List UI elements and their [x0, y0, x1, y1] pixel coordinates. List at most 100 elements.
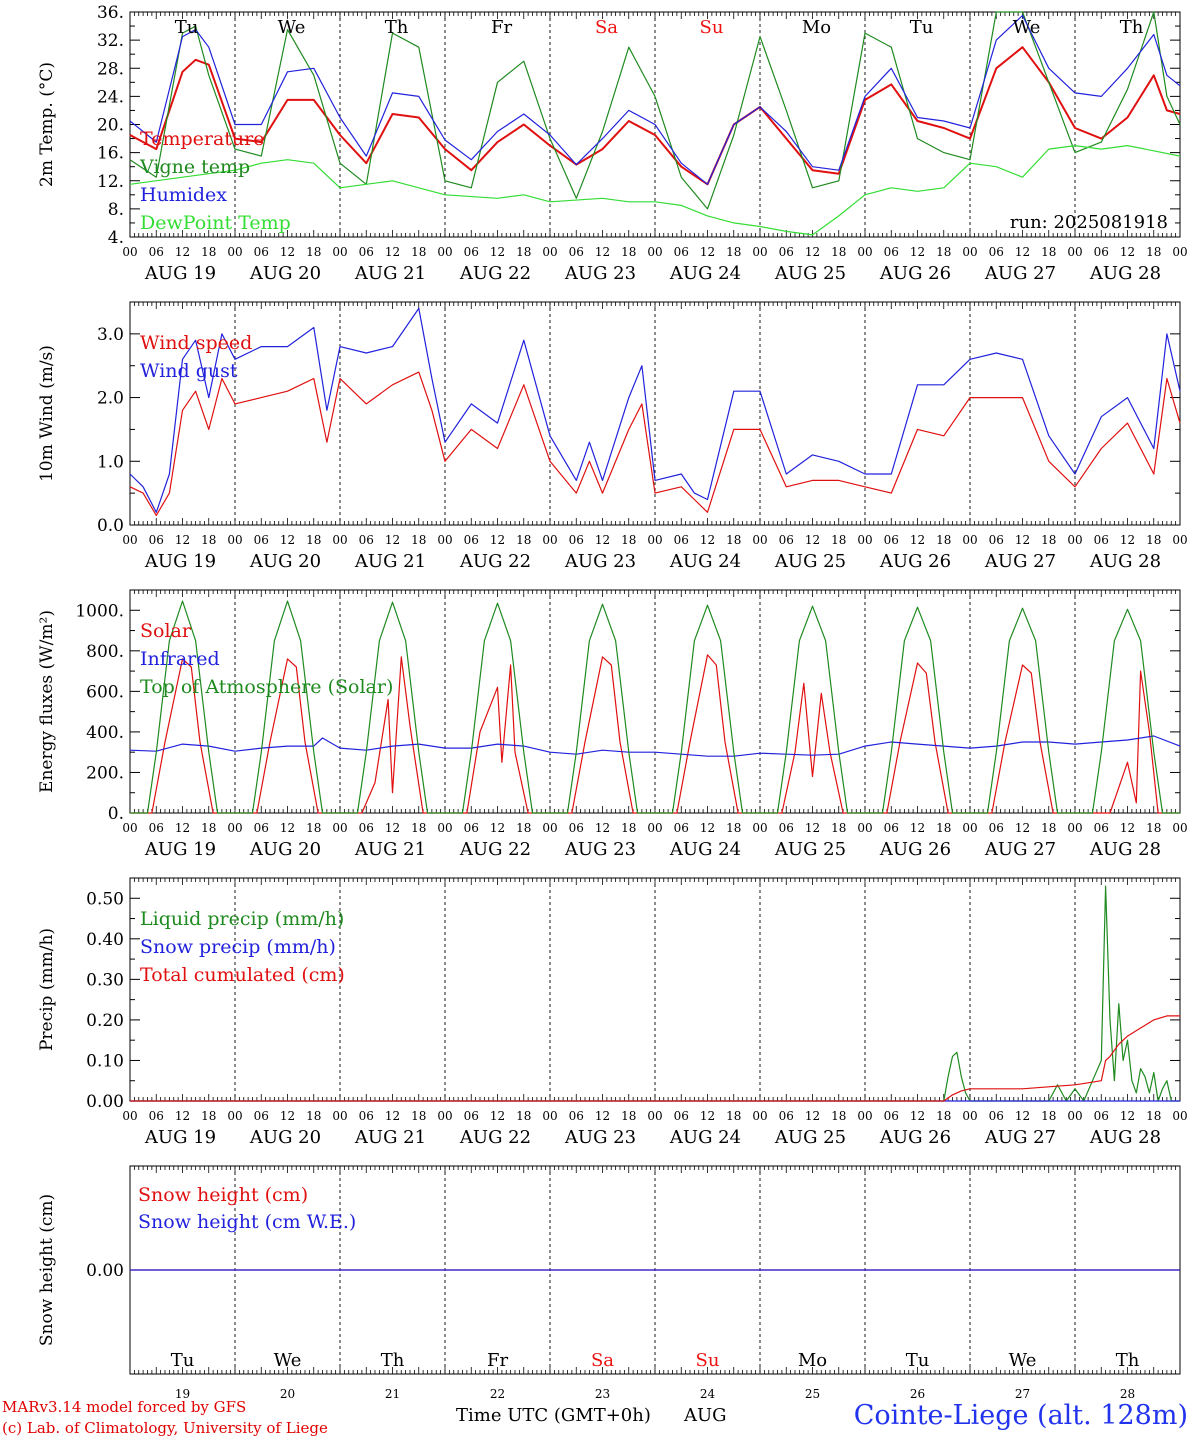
hour-label: 12 — [1120, 533, 1135, 547]
hour-label: 12 — [700, 821, 715, 835]
x-axis-title: Time UTC (GMT+0h) — [456, 1405, 651, 1426]
day-number: 19 — [175, 1387, 190, 1401]
hour-label: 06 — [779, 1109, 794, 1123]
day-label: AUG 28 — [1089, 263, 1161, 284]
y-tick-label: 1.0 — [97, 452, 124, 472]
station-name: Cointe-Liege (alt. 128m) — [853, 1400, 1188, 1431]
day-label: AUG 21 — [354, 839, 426, 860]
series-line-total-cumulated-cm- — [130, 1015, 1180, 1102]
day-label: AUG 27 — [984, 551, 1056, 572]
hour-label: 12 — [700, 245, 715, 259]
hour-label: 12 — [490, 533, 505, 547]
day-label: AUG 19 — [144, 839, 216, 860]
hour-label: 12 — [595, 245, 610, 259]
weekday-label-bottom: Tu — [171, 1350, 195, 1371]
hour-label: 06 — [254, 1109, 269, 1123]
legend-entry: Liquid precip (mm/h) — [140, 908, 344, 930]
hour-label: 06 — [254, 821, 269, 835]
series-line-wind-speed — [129, 371, 1181, 517]
legend-entry: Wind speed — [140, 332, 252, 354]
hour-label: 18 — [1146, 821, 1161, 835]
weekday-label: Fr — [491, 17, 512, 38]
y-tick-label: 36. — [97, 3, 124, 23]
day-number: 20 — [280, 1387, 295, 1401]
y-tick-label: 0.0 — [97, 516, 124, 536]
weekday-label-bottom: Sa — [591, 1350, 614, 1371]
y-axis-title: Energy fluxes (W/m²) — [37, 610, 57, 793]
hour-label: 18 — [621, 533, 636, 547]
hour-label: 18 — [201, 245, 216, 259]
hour-label: 18 — [201, 821, 216, 835]
legend-entry: Snow height (cm) — [138, 1184, 308, 1206]
hour-label: 12 — [910, 533, 925, 547]
hour-label: 18 — [1041, 245, 1056, 259]
hour-label: 12 — [805, 533, 820, 547]
weekday-label-bottom: Tu — [906, 1350, 930, 1371]
hour-label: 06 — [1094, 1109, 1109, 1123]
hour-label: 06 — [149, 533, 164, 547]
hour-label: 18 — [936, 533, 951, 547]
hour-label: 06 — [464, 1109, 479, 1123]
hour-label: 12 — [1015, 1109, 1030, 1123]
day-label: AUG 26 — [879, 551, 951, 572]
y-tick-label: 16. — [97, 144, 124, 164]
weekday-label: Tu — [175, 17, 199, 38]
hour-label: 12 — [1015, 245, 1030, 259]
hour-label: 12 — [385, 821, 400, 835]
y-axis-title: Snow height (cm) — [37, 1194, 57, 1346]
y-tick-label: 0.10 — [86, 1051, 124, 1071]
hour-label: 06 — [884, 1109, 899, 1123]
hour-label: 06 — [149, 821, 164, 835]
weekday-label: Th — [385, 17, 409, 38]
hour-label: 06 — [254, 533, 269, 547]
y-tick-label: 4. — [108, 228, 124, 248]
legend-entry: Infrared — [140, 648, 220, 670]
hour-label: 00 — [752, 1109, 767, 1123]
hour-label: 06 — [884, 821, 899, 835]
y-tick-label: 0.20 — [86, 1011, 124, 1031]
y-tick-label: 2.0 — [97, 389, 124, 409]
hour-label: 00 — [647, 1109, 662, 1123]
weekday-label-bottom: We — [1009, 1350, 1037, 1371]
day-label: AUG 19 — [144, 551, 216, 572]
y-tick-label: 8. — [108, 200, 124, 220]
hour-label: 18 — [516, 1109, 531, 1123]
y-tick-label: 600. — [86, 682, 124, 702]
hour-label: 06 — [779, 533, 794, 547]
hour-label: 00 — [122, 245, 137, 259]
day-number: 26 — [910, 1387, 925, 1401]
hour-label: 18 — [831, 821, 846, 835]
day-number: 22 — [490, 1387, 505, 1401]
hour-label: 12 — [595, 533, 610, 547]
weekday-label: Sa — [595, 17, 618, 38]
day-label: AUG 21 — [354, 263, 426, 284]
hour-label: 06 — [359, 245, 374, 259]
y-tick-label: 0.50 — [86, 889, 124, 909]
hour-label: 12 — [805, 1109, 820, 1123]
y-tick-label: 800. — [86, 642, 124, 662]
day-number: 23 — [595, 1387, 610, 1401]
hour-label: 12 — [595, 1109, 610, 1123]
y-tick-label: 24. — [97, 87, 124, 107]
month-label: AUG — [684, 1405, 727, 1426]
hour-label: 06 — [464, 533, 479, 547]
hour-label: 00 — [227, 821, 242, 835]
hour-label: 12 — [700, 1109, 715, 1123]
hour-label: 00 — [857, 1109, 872, 1123]
hour-label: 00 — [437, 533, 452, 547]
y-axis-title: 10m Wind (m/s) — [37, 345, 57, 482]
hour-label: 00 — [1067, 533, 1082, 547]
hour-label: 18 — [621, 821, 636, 835]
y-axis-title: 2m Temp. (°C) — [37, 62, 57, 187]
hour-label: 00 — [122, 821, 137, 835]
y-tick-label: 400. — [86, 723, 124, 743]
hour-label: 00 — [857, 533, 872, 547]
hour-label: 06 — [1094, 533, 1109, 547]
weekday-label-bottom: Su — [696, 1350, 720, 1371]
hour-label: 18 — [726, 533, 741, 547]
hour-label: 18 — [726, 245, 741, 259]
y-tick-label: 0.00 — [86, 1261, 124, 1281]
hour-label: 18 — [306, 1109, 321, 1123]
day-label: AUG 24 — [669, 839, 741, 860]
hour-label: 00 — [122, 533, 137, 547]
